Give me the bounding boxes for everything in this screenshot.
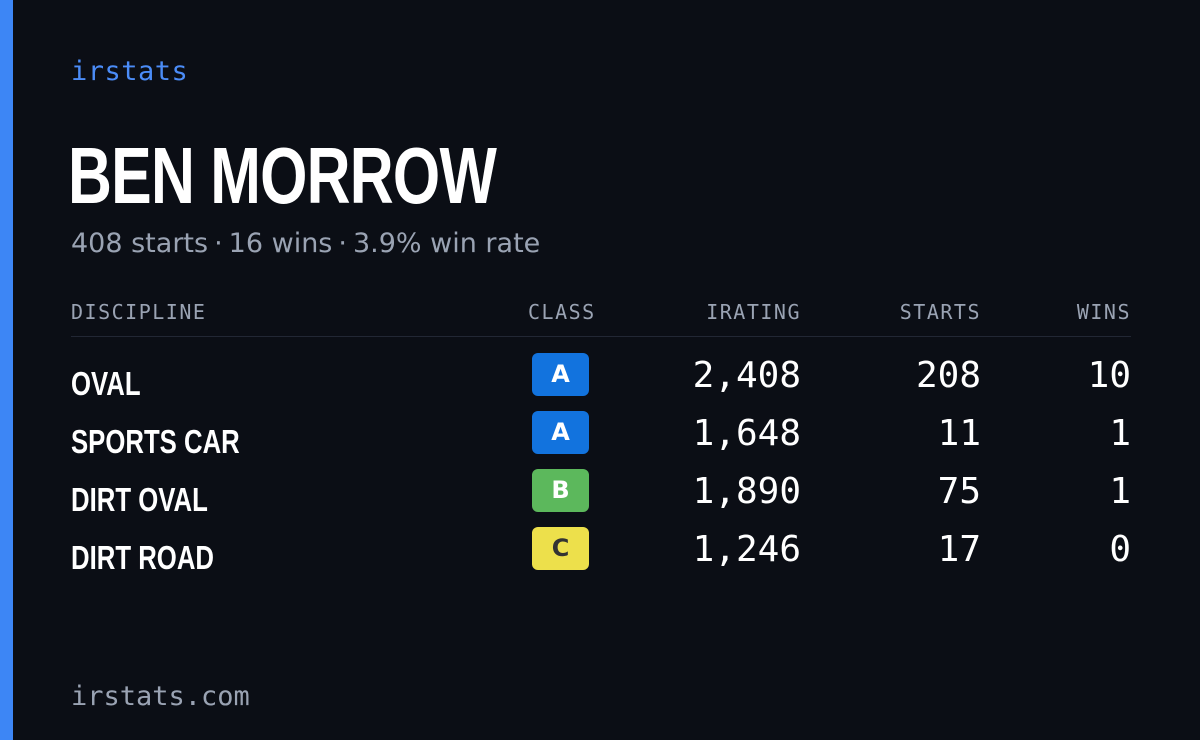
- header-wins: WINS: [1076, 300, 1131, 324]
- footer-url[interactable]: irstats.com: [71, 681, 250, 712]
- table-row: OVAL A 2,408 208 10: [71, 353, 1131, 411]
- separator: ·: [338, 228, 347, 259]
- starts-value: 17: [937, 529, 981, 570]
- discipline-name: DIRT ROAD: [71, 539, 214, 576]
- table-row: DIRT OVAL B 1,890 75 1: [71, 469, 1131, 527]
- starts-summary: 408 starts: [71, 228, 209, 259]
- irating-value: 2,408: [692, 355, 801, 396]
- irating-value: 1,246: [692, 529, 801, 570]
- discipline-name: DIRT OVAL: [71, 481, 208, 518]
- starts-value: 208: [915, 355, 981, 396]
- wins-summary: 16 wins: [228, 228, 333, 259]
- wins-value: 1: [1109, 413, 1131, 454]
- wins-value: 1: [1109, 471, 1131, 512]
- accent-bar: [0, 0, 13, 740]
- player-summary: 408 starts · 16 wins · 3.9% win rate: [71, 228, 540, 259]
- wins-value: 10: [1087, 355, 1131, 396]
- discipline-name: OVAL: [71, 365, 141, 402]
- starts-value: 11: [937, 413, 981, 454]
- discipline-name: SPORTS CAR: [71, 423, 240, 460]
- win-rate-summary: 3.9% win rate: [352, 228, 541, 259]
- header-starts: STARTS: [899, 300, 981, 324]
- table-header: DISCIPLINE CLASS IRATING STARTS WINS: [71, 298, 1131, 337]
- header-discipline: DISCIPLINE: [71, 300, 207, 324]
- stats-table: DISCIPLINE CLASS IRATING STARTS WINS OVA…: [71, 298, 1131, 585]
- starts-value: 75: [937, 471, 981, 512]
- class-badge: A: [532, 353, 589, 396]
- class-badge: C: [532, 527, 589, 570]
- wins-value: 0: [1109, 529, 1131, 570]
- irating-value: 1,890: [692, 471, 801, 512]
- header-class: CLASS: [528, 300, 596, 324]
- header-irating: IRATING: [706, 300, 801, 324]
- separator: ·: [214, 228, 223, 259]
- irating-value: 1,648: [692, 413, 801, 454]
- class-badge: B: [532, 469, 589, 512]
- table-row: DIRT ROAD C 1,246 17 0: [71, 527, 1131, 585]
- table-row: SPORTS CAR A 1,648 11 1: [71, 411, 1131, 469]
- brand-logo[interactable]: irstats: [71, 56, 189, 87]
- table-body: OVAL A 2,408 208 10 SPORTS CAR A 1,648 1…: [71, 353, 1131, 585]
- class-badge: A: [532, 411, 589, 454]
- player-name: BEN MORROW: [68, 131, 497, 220]
